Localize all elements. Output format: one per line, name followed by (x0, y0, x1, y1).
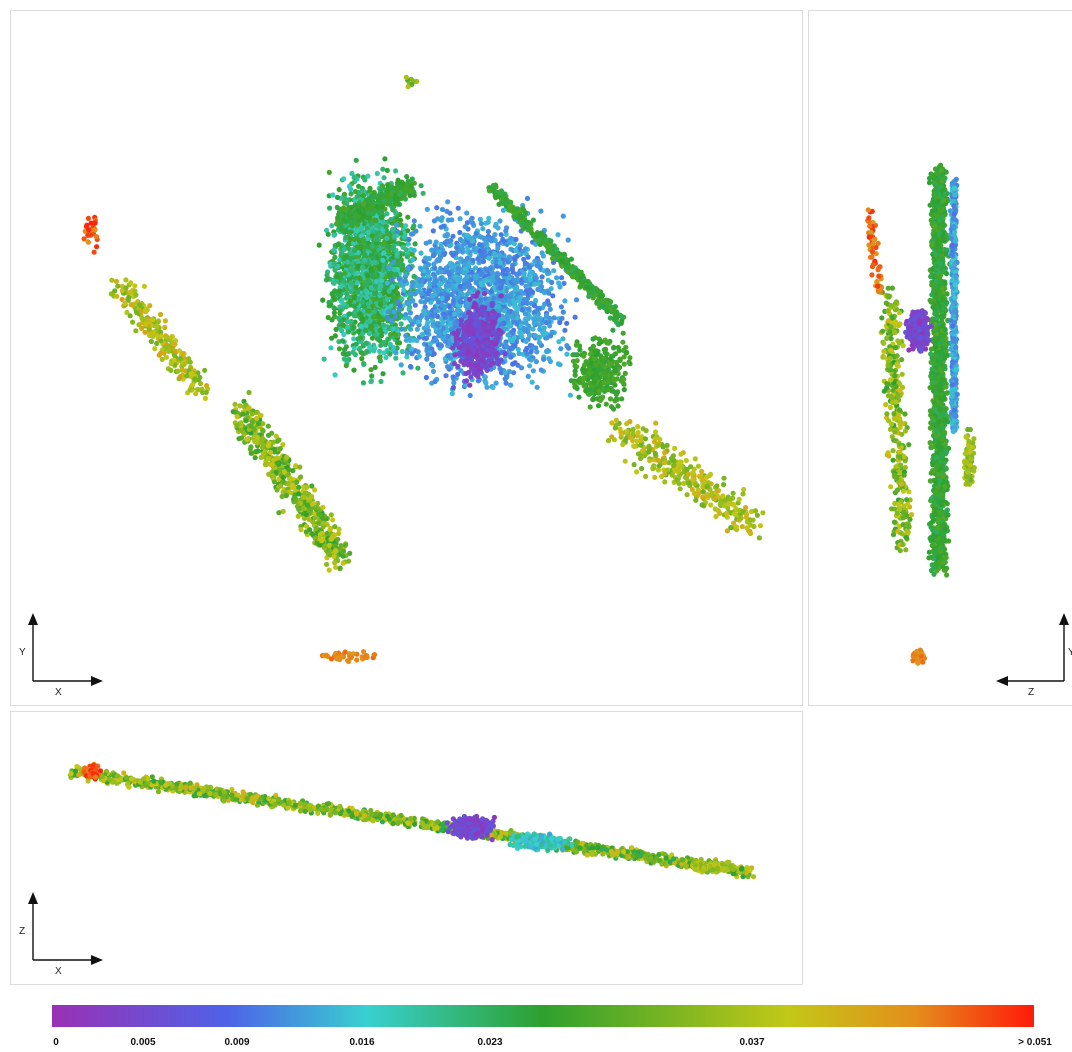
colorbar-tick: 0 (53, 1037, 59, 1048)
axis-label-vertical: Z (19, 926, 25, 937)
colorbar-tick: 0.005 (130, 1037, 156, 1048)
point-cloud-zy[interactable]: ZY (809, 11, 1072, 705)
colorbar-tick: > 0.051 (1018, 1037, 1052, 1048)
colorbar-tick: 0.009 (224, 1037, 250, 1048)
colorbar-legend (52, 1005, 1034, 1027)
colorbar-tick: 0.037 (739, 1037, 765, 1048)
colorbar-tick: 0.023 (477, 1037, 503, 1048)
point-cloud-xz[interactable]: XZ (11, 712, 802, 984)
point-cloud-xy[interactable]: XY (11, 11, 802, 705)
axis-label-horizontal: X (55, 687, 62, 698)
axis-label-horizontal: Z (1028, 687, 1034, 698)
axis-label-vertical: Y (19, 647, 26, 658)
axis-label-horizontal: X (55, 966, 62, 977)
view-panel-zy[interactable]: ZY (808, 10, 1072, 706)
colorbar-tick: 0.016 (349, 1037, 375, 1048)
axis-label-vertical: Y (1068, 647, 1072, 658)
